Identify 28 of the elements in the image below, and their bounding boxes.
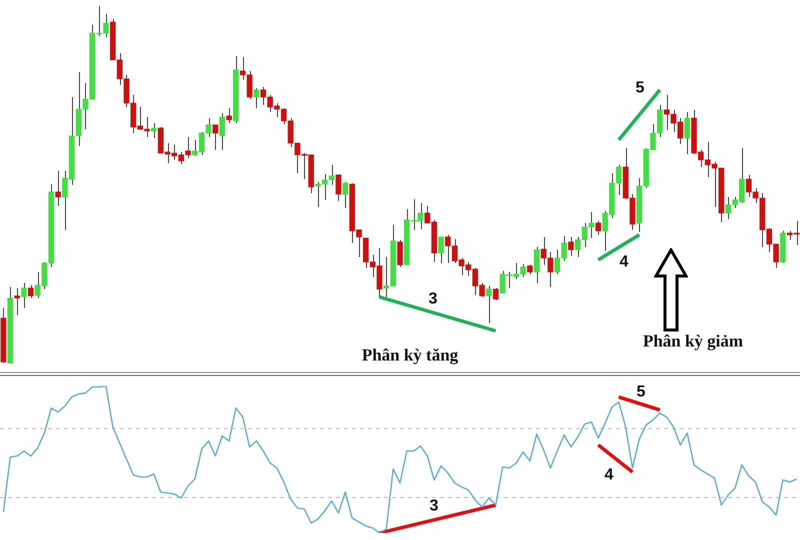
- candlestick: [14, 288, 20, 316]
- candlestick: [492, 288, 499, 301]
- candlestick: [342, 182, 348, 209]
- annotation: 3: [430, 497, 439, 514]
- candlestick: [21, 282, 27, 309]
- candlestick: [438, 236, 444, 264]
- annotation: 4: [604, 466, 614, 484]
- candlestick: [226, 108, 232, 124]
- candlestick: [486, 285, 492, 324]
- candlestick: [151, 122, 157, 139]
- annotation: 5: [636, 383, 646, 400]
- candlestick: [212, 124, 218, 150]
- candlestick: [397, 239, 403, 268]
- candlestick: [684, 112, 690, 155]
- candlestick: [28, 284, 34, 299]
- annotation: 4: [620, 253, 629, 270]
- annotation: 5: [636, 79, 645, 96]
- candlestick: [55, 170, 61, 206]
- candlestick: [254, 88, 260, 109]
- annotation: 3: [428, 290, 438, 308]
- candlestick: [219, 112, 226, 150]
- candlestick: [527, 264, 533, 275]
- annotation: Phân kỳ tăng: [362, 345, 459, 364]
- candlestick: [336, 174, 342, 202]
- candlestick: [595, 220, 602, 236]
- candlestick: [568, 236, 574, 256]
- annotation: Phân kỳ giảm: [642, 331, 744, 350]
- candlestick: [534, 246, 540, 284]
